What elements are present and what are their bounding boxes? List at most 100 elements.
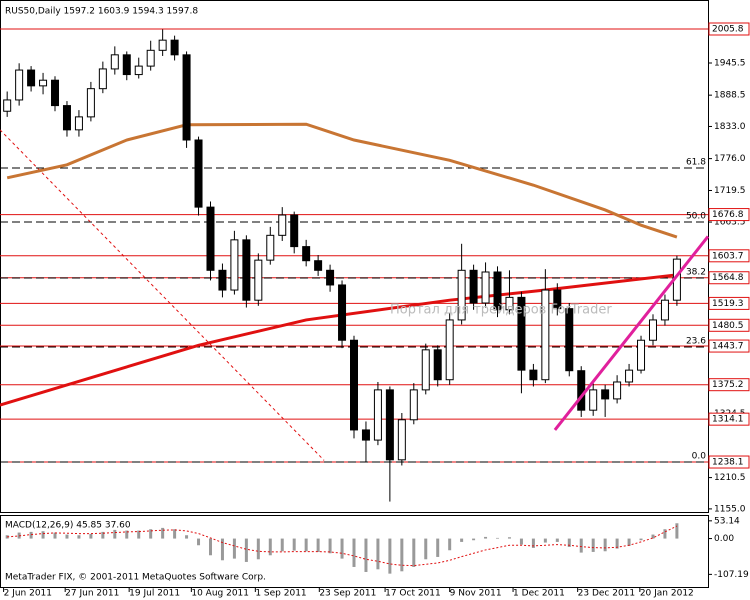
level-label: 1443.7 [712, 342, 744, 352]
candle-body [170, 39, 179, 56]
candle-body [218, 269, 227, 291]
candle-body [361, 429, 370, 441]
candle-body [158, 39, 167, 51]
y-tick-label: 1719.5 [714, 186, 746, 196]
level-box [708, 378, 750, 392]
level-label: 1519.3 [712, 299, 744, 309]
candle-body [51, 79, 60, 107]
x-tick-label: 20 Jan 2012 [640, 589, 694, 599]
candle-body [39, 79, 48, 87]
trendline [553, 235, 710, 431]
x-tick-label: 23 Sep 2011 [319, 589, 376, 599]
fib-label: 50.0 [686, 212, 706, 222]
level-box [708, 455, 750, 469]
x-tick-label: 9 Nov 2011 [450, 589, 502, 599]
y-tick-label: 1888.5 [714, 91, 746, 101]
fib-label: 0.0 [692, 452, 707, 462]
candle-body [302, 246, 311, 262]
candle-body [194, 139, 203, 208]
x-tick-label: 17 Oct 2011 [385, 589, 441, 599]
level-box [708, 208, 750, 222]
level-label: 1480.5 [712, 321, 744, 331]
level-label: 1238.1 [712, 458, 744, 468]
candle-body [601, 389, 610, 400]
candle-body [146, 49, 155, 67]
macd-panel [0, 515, 709, 588]
fib-label: 38.2 [686, 268, 706, 278]
candle-body [660, 299, 669, 321]
candle-body [122, 54, 131, 76]
level-box [708, 318, 750, 332]
candle-body [15, 69, 24, 101]
candle-body [469, 269, 478, 304]
y-tick-label: 1833.0 [714, 122, 746, 132]
level-box [708, 22, 750, 36]
candle-body [589, 389, 598, 411]
candle-body [625, 369, 634, 383]
candle-body [278, 214, 287, 236]
level-box [708, 271, 750, 285]
candle-body [134, 65, 143, 76]
fib-label: 61.8 [686, 157, 706, 167]
candle-body [74, 116, 83, 131]
candle-body [98, 68, 107, 90]
level-box [708, 249, 750, 263]
candle-body [577, 370, 586, 411]
candle-body [613, 381, 622, 400]
x-tick-label: 1 Dec 2011 [513, 589, 565, 599]
candle-body [326, 269, 335, 286]
x-tick-label: 1 Sep 2011 [255, 589, 306, 599]
level-box [708, 296, 750, 310]
candle-body [493, 271, 502, 311]
candle-body [648, 319, 657, 341]
candle-body [254, 259, 263, 301]
macd-tick-label: 0.00 [714, 534, 734, 544]
watermark: Портал для трейдеров ForTrader [390, 303, 612, 318]
candle-body [505, 296, 514, 311]
y-tick-label: 1945.5 [714, 59, 746, 69]
level-label: 1603.7 [712, 251, 744, 261]
candle-body [385, 389, 394, 461]
x-tick-label: 27 Jun 2011 [65, 589, 119, 599]
level-label: 1375.2 [712, 380, 744, 390]
candle-body [110, 54, 119, 70]
x-tick-label: 10 Aug 2011 [191, 589, 249, 599]
candle-body [433, 349, 442, 381]
moving-average [6, 122, 678, 239]
y-tick-label: 1776.0 [714, 154, 746, 164]
candle-body [445, 319, 454, 381]
candle-body [27, 69, 36, 87]
copyright: MetaTrader FIX, © 2001-2011 MetaQuotes S… [5, 573, 266, 583]
candle-body [637, 339, 646, 371]
candle-body [242, 239, 251, 301]
candle-body [266, 234, 275, 261]
x-tick-label: 19 Jul 2011 [129, 589, 180, 599]
level-box [708, 412, 750, 426]
candle-body [457, 269, 466, 321]
candle-body [529, 369, 538, 381]
candle-body [397, 419, 406, 461]
candle-body [206, 206, 215, 271]
y-tick-label: 1663.5 [714, 218, 746, 228]
level-label: 1314.1 [712, 415, 744, 425]
candle-body [86, 88, 95, 118]
chart-title: RUS50,Daily 1597.2 1603.9 1594.3 1597.8 [5, 7, 198, 17]
candle-body [350, 339, 358, 431]
candle-body [3, 99, 12, 112]
candle-body [314, 260, 323, 271]
candle-body [517, 296, 526, 371]
macd-tick-label: -107.19 [714, 570, 749, 580]
level-label: 2005.8 [712, 24, 744, 34]
candle-body [409, 389, 418, 421]
candle-body [230, 239, 239, 291]
candle-body [338, 284, 347, 341]
candle-body [62, 105, 71, 131]
level-label: 1564.8 [712, 273, 744, 283]
y-tick-label: 1155.0 [714, 504, 746, 514]
candle-body [541, 289, 550, 381]
level-box [708, 339, 750, 353]
fib-label: 23.6 [686, 337, 706, 347]
level-label: 1676.8 [712, 210, 744, 220]
macd-signal [7, 525, 678, 567]
